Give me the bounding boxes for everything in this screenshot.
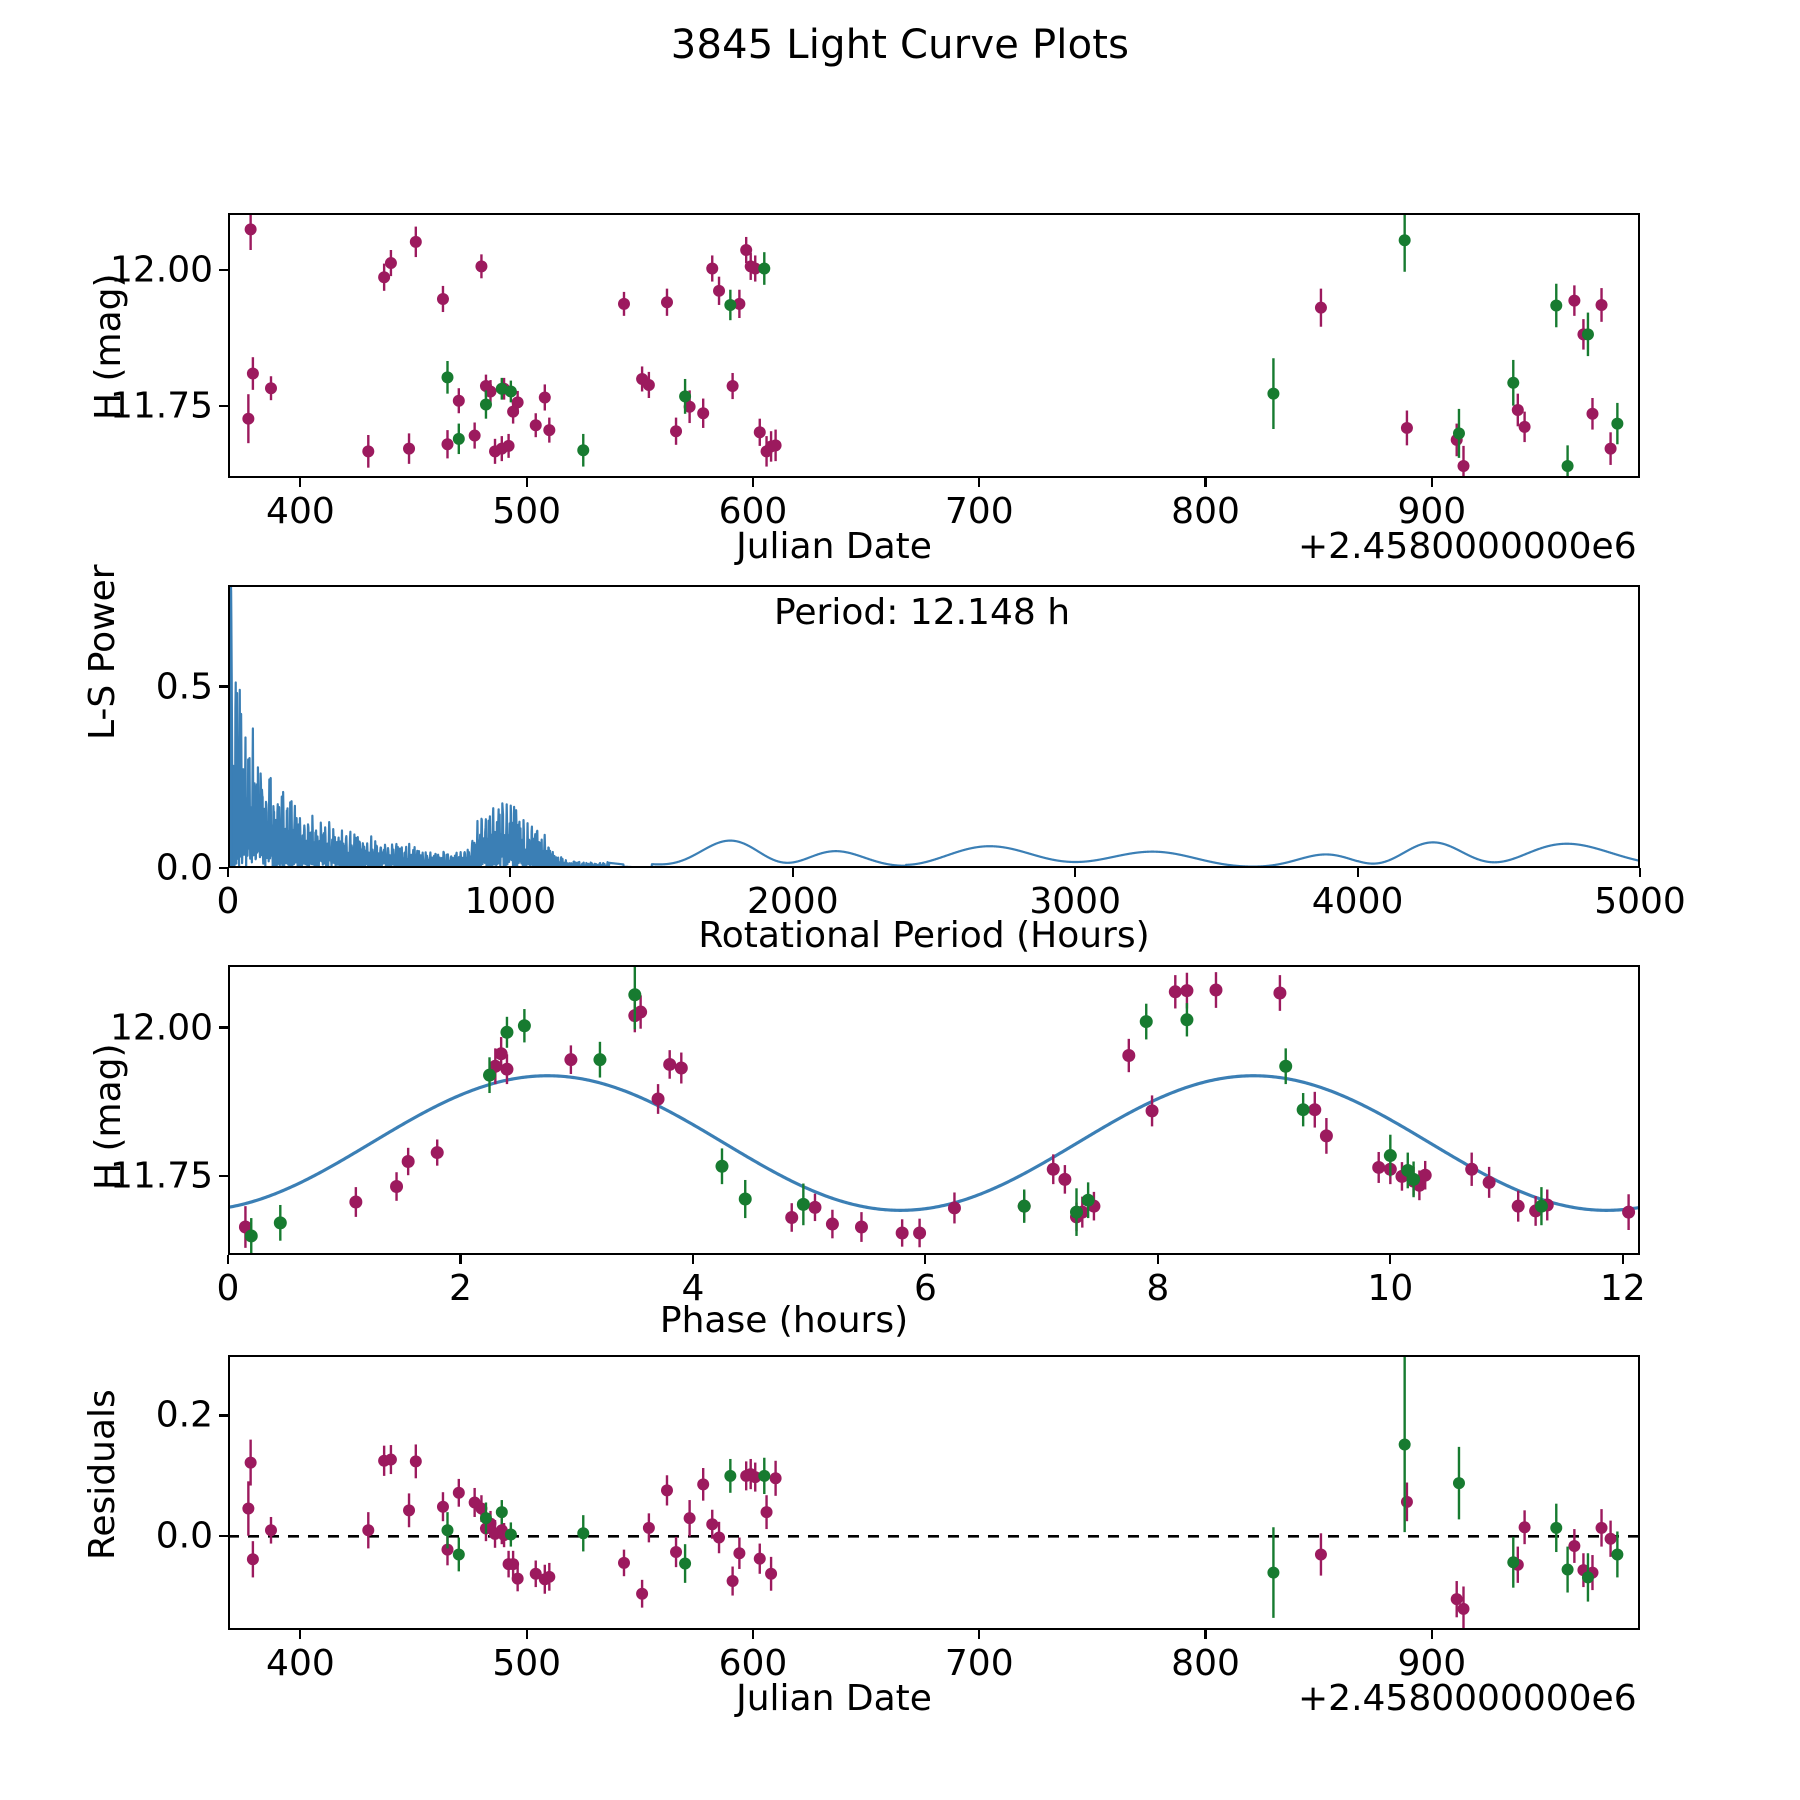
x-tickmark [525,478,528,487]
residuals-x-offset-text: +2.4580000000e6 [1298,1678,1637,1719]
x-tick-label: 500 [492,491,562,532]
series-series_a [242,213,1617,478]
y-tickmark [219,269,228,272]
y-tick-label: 0.2 [155,1394,213,1436]
x-tick-label: 10 [1367,1268,1414,1309]
y-tickmark [219,1414,228,1417]
x-tickmark [509,868,512,877]
x-tickmark [1156,1255,1159,1264]
phase-folded-plot-area [228,965,1640,1254]
residuals-plot-area [228,1356,1640,1630]
periodogram-axes-frame [228,585,1640,868]
x-tick-label: 800 [1171,1643,1240,1684]
x-tickmark [226,1255,230,1264]
y-tickmark [219,866,228,870]
x-tick-label: 2 [449,1268,472,1309]
x-tickmark [1074,868,1077,877]
x-tickmark [791,868,794,877]
x-tick-label: 600 [718,491,788,532]
x-tickmark [924,1255,927,1264]
y-tick-label: 12.00 [109,249,213,291]
periodogram-xlabel: Rotational Period (Hours) [698,915,1150,956]
y-tick-label: 11.75 [109,385,213,427]
x-tickmark [1638,868,1642,877]
x-tick-label: 12 [1599,1268,1646,1309]
series-series_a [242,1439,1617,1630]
x-tick-label: 2000 [746,881,839,922]
x-tickmark [525,1630,528,1639]
y-tickmark [219,405,228,408]
periodogram-panel [228,585,1640,868]
x-tickmark [1204,478,1207,487]
y-tickmark [219,1026,228,1029]
x-tick-label: 800 [1171,491,1240,532]
x-tickmark [1621,1255,1624,1264]
x-tickmark [1430,478,1433,487]
lightcurve-x-offset-text: +2.4580000000e6 [1298,526,1637,567]
phase-folded-axes-frame [228,965,1640,1255]
x-tickmark [1356,868,1359,877]
x-tick-label: 1000 [464,881,557,922]
x-tick-label: 400 [266,1643,335,1684]
x-tick-label: 900 [1397,1643,1467,1684]
x-tick-label: 700 [944,491,1014,532]
y-tickmark [219,1175,228,1178]
figure-title: 3845 Light Curve Plots [670,22,1130,68]
x-tickmark [978,478,981,487]
x-tick-label: 4000 [1311,881,1404,922]
x-tick-label: 0 [216,1268,240,1309]
x-tickmark [459,1255,462,1264]
x-tick-label: 6 [913,1268,937,1309]
residuals-xlabel: Julian Date [736,1678,932,1719]
x-tickmark [751,478,755,487]
x-tickmark [1389,1255,1392,1264]
lightcurve-panel [228,213,1640,478]
x-tickmark [751,1630,755,1639]
x-tick-label: 3000 [1029,881,1121,922]
x-tickmark [226,868,230,877]
x-tick-label: 500 [492,1643,562,1684]
x-tick-label: 8 [1146,1268,1170,1309]
lightcurve-axes-frame [228,213,1640,478]
periodogram-ylabel: L-S Power [82,564,123,740]
periodogram-line [228,586,1640,868]
periodogram-period-annotation: Period: 12.148 h [773,592,1071,633]
y-tick-label: 12.00 [109,1007,213,1049]
x-tickmark [299,1630,302,1639]
periodogram-plot-area [228,585,1640,868]
y-tick-label: 0.0 [155,1515,213,1557]
x-tickmark [1204,1630,1207,1639]
series-series_b [244,965,1548,1254]
x-tickmark [1430,1630,1433,1639]
y-tick-label: 0.5 [155,666,213,708]
y-tickmark [219,1535,228,1538]
y-tickmark [219,685,228,688]
y-tick-label: 0.0 [155,847,213,889]
lightcurve-xlabel: Julian Date [736,526,932,567]
phase-model-curve [228,1074,1640,1212]
x-tickmark [978,1630,981,1639]
x-tick-label: 0 [216,881,240,922]
x-tick-label: 900 [1397,491,1467,532]
lightcurve-plot-area [242,213,1624,478]
phase-folded-xlabel: Phase (hours) [659,1300,909,1341]
series-series_b [441,1356,1624,1618]
x-tickmark [299,478,302,487]
x-tick-label: 400 [266,491,335,532]
y-tick-label: 11.75 [109,1155,213,1197]
x-tick-label: 700 [944,1643,1014,1684]
residuals-panel [228,1355,1640,1630]
x-tick-label: 4 [681,1268,705,1309]
residuals-axes-frame [228,1355,1640,1630]
series-series_b [441,213,1624,478]
x-tickmark [691,1255,695,1264]
x-tick-label: 5000 [1594,881,1686,922]
phase-folded-panel [228,965,1640,1255]
x-tick-label: 600 [718,1643,788,1684]
